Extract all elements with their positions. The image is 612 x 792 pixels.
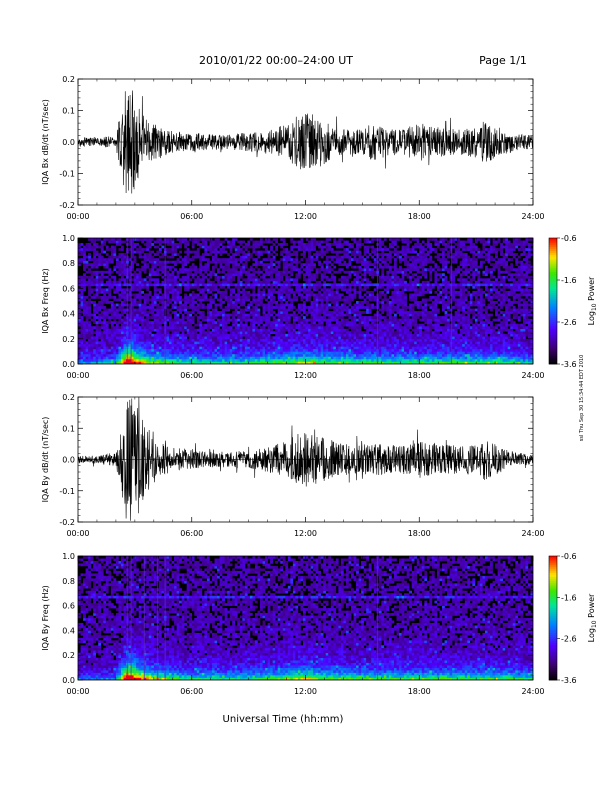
colorbar-label: Log10 Power bbox=[587, 593, 598, 642]
colorbar-tick-label: -0.6 bbox=[561, 552, 577, 561]
waveform-line bbox=[78, 397, 533, 521]
x-tick-label: 12:00 bbox=[294, 529, 317, 538]
y-tick-label: 1.0 bbox=[62, 234, 75, 243]
y-tick-label: 0.2 bbox=[62, 75, 75, 84]
x-tick-label: 06:00 bbox=[180, 687, 203, 696]
x-tick-label: 00:00 bbox=[66, 687, 89, 696]
page-number: Page 1/1 bbox=[479, 54, 527, 67]
y-axis-label: IQA Bx dB/dt (nT/sec) bbox=[41, 99, 50, 185]
y-tick-label: 0.1 bbox=[62, 424, 75, 433]
timestamp-stamp: ssl Thu Sep 30 15:34:44 EDT 2010 bbox=[579, 355, 585, 442]
y-axis-label: IQA Bx Freq (Hz) bbox=[41, 268, 50, 334]
panel-3: 00:00 06:00 12:00 18:00 24:00 -0.2 -0.1 0.0 0.1 0… bbox=[41, 393, 545, 538]
x-tick-label: 00:00 bbox=[66, 371, 89, 380]
y-tick-label: 0.2 bbox=[62, 651, 75, 660]
x-tick-label: 12:00 bbox=[294, 371, 317, 380]
x-tick-label: 18:00 bbox=[408, 687, 431, 696]
y-axis-label: IQA By dB/dt (nT/sec) bbox=[41, 417, 50, 503]
y-tick-label: 0.2 bbox=[62, 335, 75, 344]
x-tick-label: 24:00 bbox=[521, 687, 544, 696]
y-tick-label: 0.4 bbox=[62, 310, 75, 319]
spectrogram-cells bbox=[78, 556, 533, 680]
panels-group: 00:00 06:00 12:00 18:00 24:00 -0.2 -0.1 0.0 0.1 0… bbox=[41, 75, 598, 696]
colorbar-tick-label: -1.6 bbox=[561, 276, 577, 285]
y-tick-label: 0.4 bbox=[62, 626, 75, 635]
y-tick-label: 0.2 bbox=[62, 393, 75, 402]
page-title: 2010/01/22 00:00–24:00 UT bbox=[199, 54, 353, 67]
x-tick-label: 06:00 bbox=[180, 212, 203, 221]
colorbar-tick-label: -2.6 bbox=[561, 635, 577, 644]
x-tick-label: 24:00 bbox=[521, 529, 544, 538]
y-tick-label: 0.0 bbox=[62, 360, 75, 369]
panel-4: -0.6 -1.6 -2.6 -3.6 Log10 Power 00:00 06:00 12:… bbox=[41, 552, 598, 696]
y-tick-label: -0.2 bbox=[59, 518, 75, 527]
colorbar-tick-label: -3.6 bbox=[561, 360, 577, 369]
x-tick-label: 06:00 bbox=[180, 371, 203, 380]
y-tick-label: 0.0 bbox=[62, 138, 75, 147]
x-axis-title: Universal Time (hh:mm) bbox=[223, 714, 344, 725]
y-tick-label: -0.2 bbox=[59, 201, 75, 210]
x-tick-label: 00:00 bbox=[66, 212, 89, 221]
colorbar-tick-label: -2.6 bbox=[561, 318, 577, 327]
x-tick-label: 12:00 bbox=[294, 687, 317, 696]
colorbar-tick-label: -1.6 bbox=[561, 593, 577, 602]
y-tick-label: 0.0 bbox=[62, 456, 75, 465]
waveform-line bbox=[78, 90, 533, 194]
y-tick-label: 0.8 bbox=[62, 577, 75, 586]
x-tick-label: 24:00 bbox=[521, 371, 544, 380]
y-tick-label: -0.1 bbox=[59, 487, 75, 496]
x-tick-label: 00:00 bbox=[66, 529, 89, 538]
panel-2: -0.6 -1.6 -2.6 -3.6 Log10 Power 00:00 06:00 12:… bbox=[41, 234, 598, 380]
x-tick-label: 06:00 bbox=[180, 529, 203, 538]
colorbar: -0.6 -1.6 -2.6 -3.6 Log10 Power bbox=[548, 234, 598, 369]
y-tick-label: 0.1 bbox=[62, 107, 75, 116]
y-tick-label: -0.1 bbox=[59, 170, 75, 179]
colorbar-label: Log10 Power bbox=[587, 276, 598, 325]
y-tick-label: 0.6 bbox=[62, 284, 75, 293]
x-tick-label: 18:00 bbox=[408, 212, 431, 221]
x-tick-label: 24:00 bbox=[521, 212, 544, 221]
x-tick-label: 18:00 bbox=[408, 371, 431, 380]
colorbar-tick-label: -0.6 bbox=[561, 234, 577, 243]
panel-1: 00:00 06:00 12:00 18:00 24:00 -0.2 -0.1 0.0 0.1 0… bbox=[41, 75, 545, 221]
y-tick-label: 1.0 bbox=[62, 552, 75, 561]
y-tick-label: 0.0 bbox=[62, 676, 75, 685]
x-tick-label: 18:00 bbox=[408, 529, 431, 538]
colorbar: -0.6 -1.6 -2.6 -3.6 Log10 Power bbox=[548, 552, 598, 685]
y-tick-label: 0.8 bbox=[62, 259, 75, 268]
y-tick-label: 0.6 bbox=[62, 602, 75, 611]
y-axis-label: IQA By Freq (Hz) bbox=[41, 585, 50, 651]
x-tick-label: 12:00 bbox=[294, 212, 317, 221]
colorbar-tick-label: -3.6 bbox=[561, 676, 577, 685]
spectrogram-cells bbox=[78, 238, 533, 364]
